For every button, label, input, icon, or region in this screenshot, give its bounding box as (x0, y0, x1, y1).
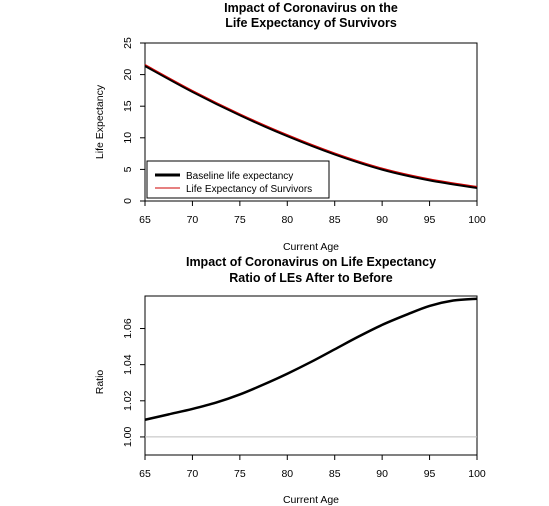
chart1-x-tick-label: 80 (281, 214, 293, 226)
chart-life-expectancy: Impact of Coronavirus on the Life Expect… (94, 1, 486, 253)
chart1-x-tick-label: 85 (329, 214, 341, 226)
chart2-y-tick-label: 1.06 (122, 318, 134, 339)
legend-label-baseline: Baseline life expectancy (186, 171, 293, 182)
legend-label-survivors: Life Expectancy of Survivors (186, 184, 312, 195)
chart1-y-tick-label: 15 (122, 100, 134, 112)
chart2-x-axis-label: Current Age (283, 494, 339, 506)
chart1-x-axis-label: Current Age (283, 241, 339, 253)
chart1-x-axis: 65 70 75 80 85 90 95 100 (139, 201, 486, 226)
chart2-title: Impact of Coronavirus on Life Expectancy (186, 255, 436, 269)
chart2-x-tick-label: 85 (329, 468, 341, 480)
chart2-x-tick-label: 70 (187, 468, 199, 480)
chart2-x-tick-label: 75 (234, 468, 246, 480)
chart1-x-tick-label: 65 (139, 214, 151, 226)
chart1-plot-frame (144, 42, 478, 202)
chart1-legend-box (146, 160, 330, 199)
chart2-x-tick-label: 90 (376, 468, 388, 480)
chart2-y-tick-label: 1.00 (122, 427, 134, 448)
chart1-x-tick-label: 95 (424, 214, 436, 226)
chart-ratio: Impact of Coronavirus on Life Expectancy… (94, 255, 486, 506)
chart1-x-tick-label: 100 (468, 214, 486, 226)
chart1-y-axis: 0 5 10 15 20 25 (122, 37, 145, 204)
chart2-y-axis-label: Ratio (94, 370, 106, 395)
chart1-x-tick-label: 70 (187, 214, 199, 226)
chart2-y-axis: 1.00 1.02 1.04 1.06 (122, 318, 145, 447)
chart2-series-group (144, 297, 478, 421)
chart2-x-tick-label: 100 (468, 468, 486, 480)
chart2-x-axis: 65 70 75 80 85 90 95 100 (139, 455, 486, 480)
chart1-series-line-1 (144, 64, 478, 189)
chart1-x-tick-label: 90 (376, 214, 388, 226)
chart2-y-tick-label: 1.04 (122, 354, 134, 375)
chart1-y-tick-label: 10 (122, 132, 134, 144)
chart1-y-tick-label: 25 (122, 37, 134, 49)
chart2-y-tick-label: 1.02 (122, 390, 134, 411)
chart2-x-tick-label: 95 (424, 468, 436, 480)
chart2-x-tick-label: 65 (139, 468, 151, 480)
chart1-y-tick-label: 20 (122, 69, 134, 81)
chart2-subtitle: Ratio of LEs After to Before (229, 271, 392, 285)
chart1-subtitle: Life Expectancy of Survivors (225, 16, 397, 30)
chart1-y-tick-label: 5 (122, 166, 134, 172)
chart1-x-tick-label: 75 (234, 214, 246, 226)
chart2-x-tick-label: 80 (281, 468, 293, 480)
chart1-title: Impact of Coronavirus on the (224, 1, 398, 15)
chart1-series-group (144, 64, 478, 189)
chart1-series-line-2 (144, 64, 478, 187)
chart1-legend: Baseline life expectancy Life Expectancy… (146, 160, 330, 199)
chart1-y-axis-label: Life Expectancy (94, 84, 106, 159)
chart2-series-line-1 (144, 297, 478, 421)
chart2-plot-frame (144, 295, 478, 456)
chart1-y-tick-label: 0 (122, 198, 134, 204)
